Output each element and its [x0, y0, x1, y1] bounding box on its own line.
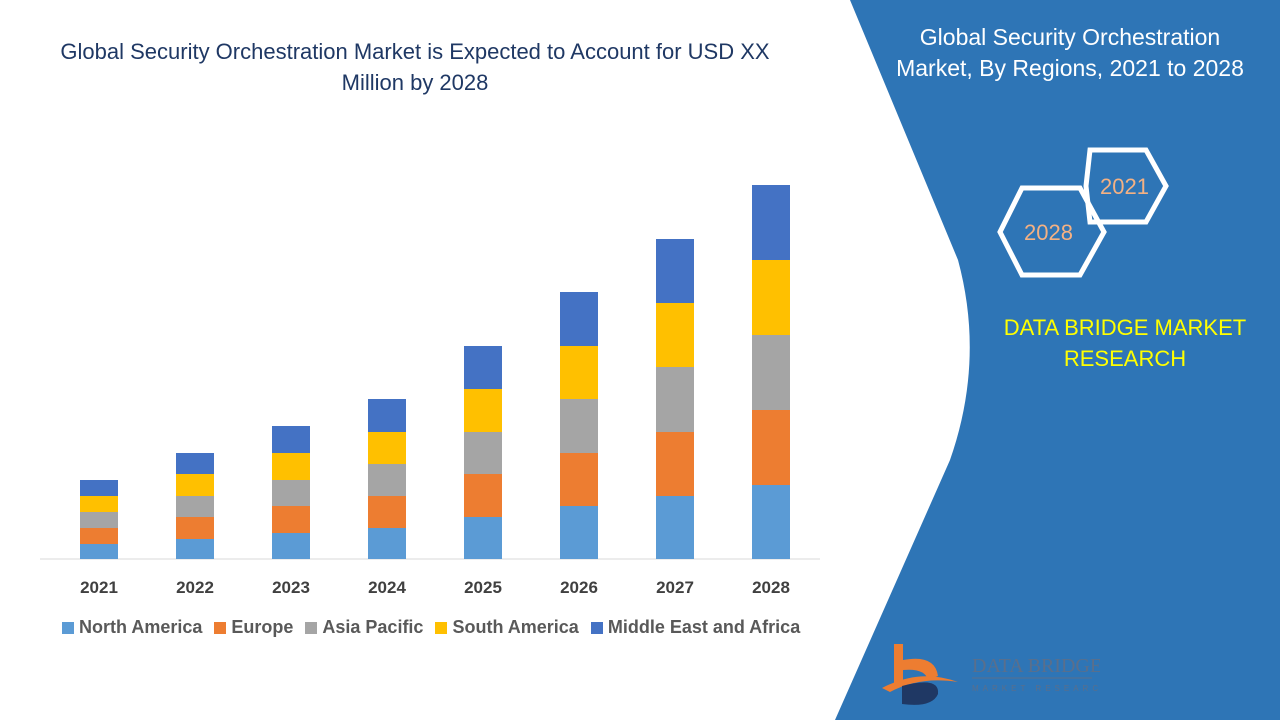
bar-2026-middle-east-and-africa	[560, 292, 598, 346]
hexagon-2021-icon	[1083, 147, 1169, 225]
legend: North America Europe Asia Pacific South Ame…	[62, 617, 800, 638]
bar-2024-south-america	[368, 432, 406, 464]
stacked-bar-chart: 2021 2022 2023 2024 2025 2026 2027 2028	[40, 185, 820, 597]
blue-panel	[835, 0, 1280, 720]
logo: DATA BRIDGE MARKET RESEARCH	[880, 640, 1108, 715]
x-tick-label: 2021	[80, 578, 118, 597]
legend-item: Middle East and Africa	[590, 617, 801, 638]
bar-2023-middle-east-and-africa	[272, 426, 310, 453]
legend-label: Europe	[231, 617, 294, 637]
bar-2022-middle-east-and-africa	[176, 453, 214, 474]
legend-item: South America	[435, 617, 579, 638]
legend-label: Middle East and Africa	[607, 617, 801, 637]
x-tick-label: 2022	[176, 578, 214, 597]
bar-2021-middle-east-and-africa	[80, 480, 118, 496]
bar-2025-europe	[464, 474, 502, 517]
bar-2024-europe	[368, 496, 406, 528]
hex-label-2028: 2028	[1024, 220, 1073, 245]
bar-2028-north-america	[752, 485, 790, 559]
x-tick-label: 2028	[752, 578, 790, 597]
legend-label: Asia Pacific	[322, 617, 424, 637]
bar-2028-middle-east-and-africa	[752, 185, 790, 260]
chart-title: Global Security Orchestration Market is …	[60, 39, 770, 95]
bar-2028-europe	[752, 410, 790, 485]
legend-item: Europe	[214, 617, 293, 638]
bar-2027-europe	[656, 432, 694, 496]
bar-2027-north-america	[656, 496, 694, 559]
hexagon-2028-icon	[997, 185, 1107, 278]
legend-swatch	[62, 621, 74, 634]
legend-label: South America	[452, 617, 579, 637]
bar-2027-south-america	[656, 303, 694, 367]
bar-2023-europe	[272, 506, 310, 533]
bar-2024-north-america	[368, 528, 406, 559]
bar-2024-asia-pacific	[368, 464, 406, 496]
legend-swatch	[435, 621, 448, 634]
bar-2026-north-america	[560, 506, 598, 559]
bar-2021-south-america	[80, 496, 118, 512]
svg-text:DATA BRIDGE: DATA BRIDGE	[972, 655, 1100, 677]
bar-2023-south-america	[272, 453, 310, 480]
bar-2021-europe	[80, 528, 118, 544]
x-tick-label: 2025	[464, 578, 502, 597]
bar-2027-asia-pacific	[656, 367, 694, 432]
legend-swatch	[305, 621, 318, 634]
brand-text: DATA BRIDGE MARKET RESEARCH	[1003, 315, 1247, 371]
bar-2028-asia-pacific	[752, 335, 790, 410]
legend-swatch	[214, 621, 227, 634]
bar-2026-south-america	[560, 346, 598, 399]
bar-2023-north-america	[272, 533, 310, 559]
side-panel-title: Global Security Orchestration Market, By…	[896, 24, 1244, 81]
legend-item: Asia Pacific	[305, 617, 423, 638]
bar-2021-asia-pacific	[80, 512, 118, 528]
bar-2025-asia-pacific	[464, 432, 502, 474]
bar-2026-asia-pacific	[560, 399, 598, 453]
x-tick-label: 2023	[272, 578, 310, 597]
bar-2021-north-america	[80, 544, 118, 559]
bar-2025-south-america	[464, 389, 502, 432]
hex-label-2021: 2021	[1100, 174, 1149, 199]
legend-label: North America	[79, 617, 203, 637]
legend-swatch	[590, 621, 603, 634]
bar-2022-europe	[176, 517, 214, 539]
bar-2026-europe	[560, 453, 598, 506]
x-tick-label: 2027	[656, 578, 694, 597]
bar-2025-middle-east-and-africa	[464, 346, 502, 389]
bar-2027-middle-east-and-africa	[656, 239, 694, 303]
bar-2025-north-america	[464, 517, 502, 559]
legend-item: North America	[62, 617, 202, 638]
svg-text:MARKET RESEARCH: MARKET RESEARCH	[972, 684, 1100, 693]
bar-2028-south-america	[752, 260, 790, 335]
x-tick-label: 2024	[368, 578, 406, 597]
bar-2022-south-america	[176, 474, 214, 496]
bar-2023-asia-pacific	[272, 480, 310, 506]
x-tick-label: 2026	[560, 578, 598, 597]
bar-2022-asia-pacific	[176, 496, 214, 517]
bar-2024-middle-east-and-africa	[368, 399, 406, 432]
bar-2022-north-america	[176, 539, 214, 559]
